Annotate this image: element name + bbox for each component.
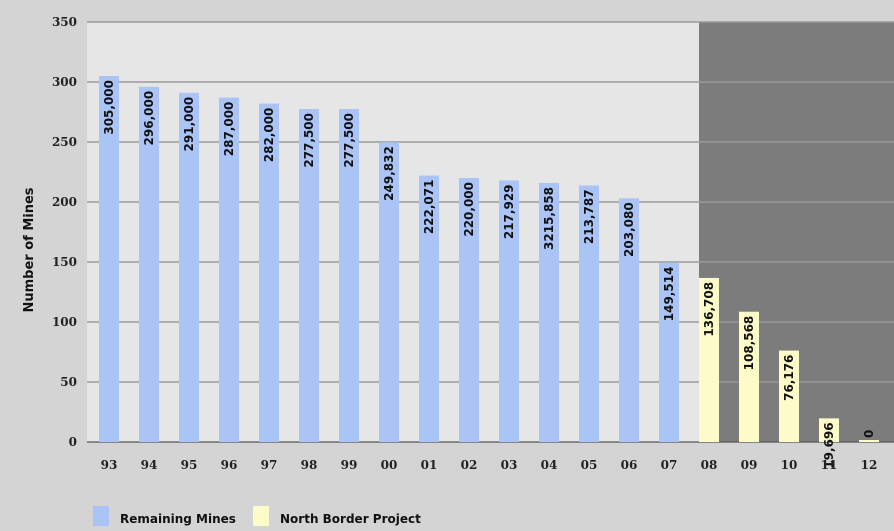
x-tick-label: 04	[541, 458, 558, 472]
x-tick-label: 06	[621, 458, 638, 472]
data-label: 203,080	[622, 202, 636, 257]
data-label: 277,500	[302, 113, 316, 168]
bar	[459, 178, 479, 442]
x-tick-label: 10	[781, 458, 798, 472]
data-label: 282,000	[262, 108, 276, 163]
x-tick-label: 95	[181, 458, 198, 472]
x-tick-label: 09	[741, 458, 758, 472]
data-label: 19,696	[822, 422, 836, 468]
x-tick-label: 07	[661, 458, 678, 472]
data-label: 108,568	[742, 316, 756, 371]
y-tick-label: 200	[52, 195, 77, 209]
bar	[299, 109, 319, 442]
x-tick-label: 11	[821, 458, 838, 472]
y-tick-label: 100	[52, 315, 77, 329]
data-label: 277,500	[342, 113, 356, 168]
x-tick-label: 98	[301, 458, 318, 472]
bar	[699, 277, 719, 442]
y-tick-label: 300	[52, 75, 77, 89]
x-tick-label: 00	[381, 458, 398, 472]
data-label: 217,929	[502, 184, 516, 239]
bar	[139, 86, 159, 443]
data-label: 222,071	[422, 180, 436, 235]
bar	[419, 175, 439, 442]
bar	[659, 262, 679, 442]
data-label: 296,000	[142, 91, 156, 146]
bar	[539, 182, 559, 442]
bar	[219, 97, 239, 442]
bar	[379, 142, 399, 442]
x-tick-label: 96	[221, 458, 238, 472]
bar	[499, 180, 519, 442]
x-tick-label: 01	[421, 458, 438, 472]
data-label: 76,176	[782, 355, 796, 401]
data-label: 249,832	[382, 146, 396, 201]
x-tick-label: 97	[261, 458, 278, 472]
x-tick-label: 99	[341, 458, 358, 472]
y-tick-label: 50	[60, 375, 77, 389]
data-label: 291,000	[182, 97, 196, 152]
legend-swatch	[253, 506, 269, 526]
bar	[579, 185, 599, 442]
legend-swatch	[93, 506, 109, 526]
y-axis: 0 50 100 150 200 250 300 350	[52, 15, 77, 449]
y-tick-label: 0	[69, 435, 77, 449]
legend: Remaining Mines North Border Project	[93, 506, 421, 526]
legend-label: Remaining Mines	[120, 512, 236, 526]
bar	[739, 311, 759, 442]
data-labels: 305,000 296,000 291,000 287,000 282,000 277,5…	[102, 80, 876, 469]
x-axis: 93 94 95 96 97 98 99 00 01 02 03 04 05 06 07 08 09 10 11 12	[101, 458, 878, 472]
data-label: 0	[862, 430, 876, 438]
bar	[819, 418, 839, 442]
y-axis-label: Number of Mines	[22, 187, 37, 312]
data-label: 220,000	[462, 182, 476, 237]
x-tick-label: 03	[501, 458, 518, 472]
data-label: 305,000	[102, 80, 116, 135]
legend-label: North Border Project	[280, 512, 421, 526]
y-tick-label: 150	[52, 255, 77, 269]
bar	[179, 92, 199, 443]
bar	[859, 440, 879, 442]
x-tick-label: 02	[461, 458, 478, 472]
bar	[779, 350, 799, 442]
data-label: 287,000	[222, 102, 236, 157]
data-label: 149,514	[662, 267, 676, 322]
bar	[619, 198, 639, 442]
y-tick-label: 250	[52, 135, 77, 149]
bar	[259, 103, 279, 442]
bars	[99, 76, 879, 443]
bar	[99, 76, 119, 442]
x-tick-label: 08	[701, 458, 718, 472]
x-tick-label: 93	[101, 458, 118, 472]
x-tick-label: 12	[861, 458, 878, 472]
bar	[339, 109, 359, 442]
y-tick-label: 350	[52, 15, 77, 29]
x-tick-label: 05	[581, 458, 598, 472]
x-tick-label: 94	[141, 458, 158, 472]
data-label: 213,787	[582, 189, 596, 244]
data-label: 136,708	[702, 282, 716, 337]
data-label: 3215,858	[542, 187, 556, 250]
